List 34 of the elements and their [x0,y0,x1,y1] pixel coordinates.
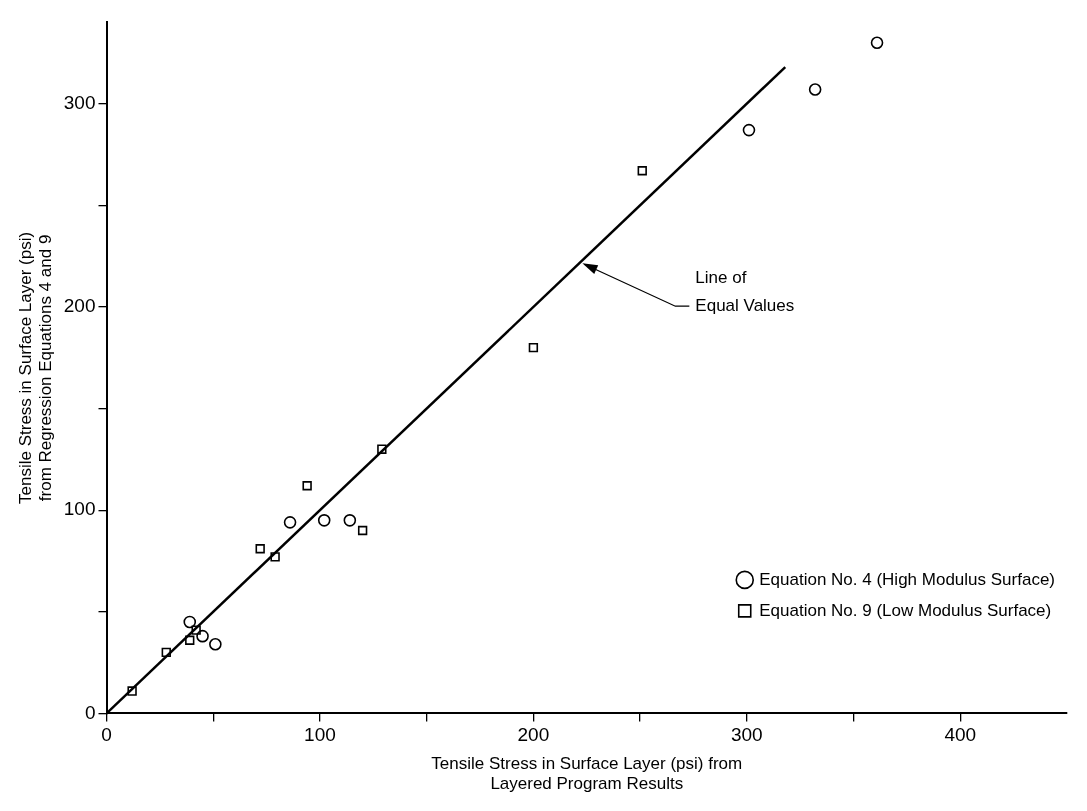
x-tick-label: 0 [101,724,112,746]
y-tick-label: 300 [63,91,96,113]
legend-label: Equation No. 4 (High Modulus Surface) [759,569,1055,589]
point [302,481,312,491]
point [209,638,222,651]
x-axis-title: Tensile Stress in Surface Layer (psi) from Layered Program Results [431,754,743,794]
point [161,647,171,658]
x-tick-label: 400 [944,724,977,746]
point [357,525,368,536]
point [343,514,357,527]
y-tick-label: 100 [63,498,96,520]
point [183,615,197,629]
point [377,444,387,454]
y-axis-title: Tensile Stress in Surface Layer (psi) from Regression Equations 4 and 9 [15,231,56,504]
point [255,544,265,554]
point [191,625,201,635]
point [808,83,822,96]
point [317,514,331,527]
y-tick-label: 0 [84,701,96,723]
point [637,166,647,176]
point [283,516,297,529]
point [127,686,137,696]
x-tick-label: 200 [517,724,550,746]
point [196,629,209,643]
point [528,342,539,353]
point [870,36,884,50]
point [270,552,280,562]
x-tick-label: 100 [304,724,336,746]
annotation: Line of Equal Values [695,267,795,315]
legend-label: Equation No. 9 (Low Modulus Surface) [759,600,1052,620]
point [185,635,195,645]
x-tick-label: 300 [730,724,763,746]
point [742,123,756,137]
y-tick-label: 200 [63,295,96,317]
